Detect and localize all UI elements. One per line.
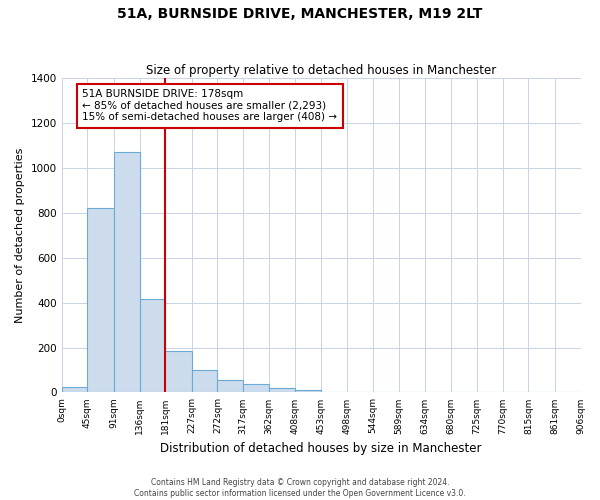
Bar: [243, 384, 269, 392]
Text: Contains HM Land Registry data © Crown copyright and database right 2024.
Contai: Contains HM Land Registry data © Crown c…: [134, 478, 466, 498]
Text: 51A BURNSIDE DRIVE: 178sqm
← 85% of detached houses are smaller (2,293)
15% of s: 51A BURNSIDE DRIVE: 178sqm ← 85% of deta…: [82, 89, 337, 122]
Bar: [191, 370, 217, 392]
Bar: [166, 351, 191, 393]
Title: Size of property relative to detached houses in Manchester: Size of property relative to detached ho…: [146, 64, 496, 77]
Bar: [62, 387, 88, 392]
X-axis label: Distribution of detached houses by size in Manchester: Distribution of detached houses by size …: [160, 442, 482, 455]
Bar: [114, 152, 140, 392]
Text: 51A, BURNSIDE DRIVE, MANCHESTER, M19 2LT: 51A, BURNSIDE DRIVE, MANCHESTER, M19 2LT: [118, 8, 482, 22]
Bar: [295, 390, 321, 392]
Bar: [88, 208, 114, 392]
Bar: [140, 300, 166, 392]
Bar: [269, 388, 295, 392]
Bar: [217, 380, 243, 392]
Y-axis label: Number of detached properties: Number of detached properties: [15, 148, 25, 323]
